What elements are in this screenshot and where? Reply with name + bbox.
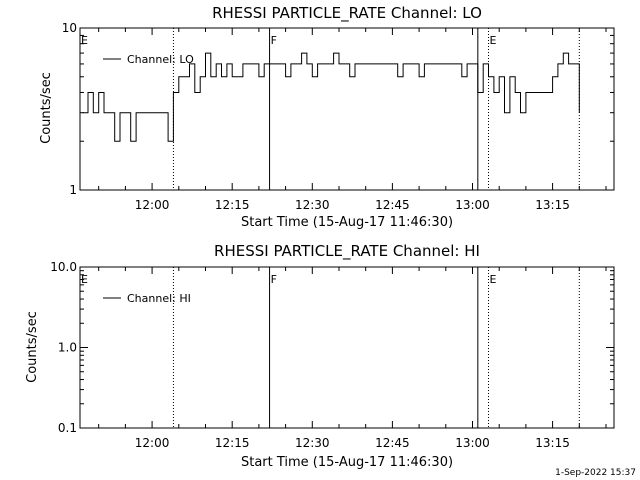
chart-lo: RHESSI PARTICLE_RATE Channel: LO Counts/… xyxy=(39,4,615,230)
x-tick-label-hi: 12:00 xyxy=(135,436,170,450)
x-tick-label-lo: 12:45 xyxy=(375,198,410,212)
x-tick-label-lo: 12:15 xyxy=(215,198,250,212)
x-tick-label-lo: 13:15 xyxy=(535,198,570,212)
chart-hi: RHESSI PARTICLE_RATE Channel: HI Counts/… xyxy=(25,242,615,470)
y-tick-label-hi: 1.0 xyxy=(58,341,77,355)
x-tick-label-hi: 13:00 xyxy=(455,436,490,450)
event-marker-label-hi: F xyxy=(271,273,277,286)
event-marker-label-lo: E xyxy=(81,34,88,47)
x-tick-label-hi: 12:15 xyxy=(215,436,250,450)
x-tick-label-hi: 12:30 xyxy=(295,436,330,450)
chart-title-lo: RHESSI PARTICLE_RATE Channel: LO xyxy=(212,4,482,23)
y-tick-label-lo: 10 xyxy=(62,21,77,35)
y-tick-label-hi: 0.1 xyxy=(58,421,77,435)
x-axis-label-lo: Start Time (15-Aug-17 11:46:30) xyxy=(241,215,453,230)
series-line-lo xyxy=(82,52,580,142)
legend-label-lo: Channel: LO xyxy=(127,53,194,66)
y-tick-label-hi: 10.0 xyxy=(50,260,77,274)
x-tick-label-hi: 12:45 xyxy=(375,436,410,450)
chart-title-hi: RHESSI PARTICLE_RATE Channel: HI xyxy=(214,242,480,261)
x-tick-label-hi: 13:15 xyxy=(535,436,570,450)
footer-date: 1-Sep-2022 15:37 xyxy=(555,468,636,478)
event-marker-label-hi: E xyxy=(490,273,497,286)
plot-frame-lo xyxy=(79,27,615,191)
legend-label-hi: Channel: HI xyxy=(127,292,191,305)
legend-lo: Channel: LO xyxy=(103,53,194,66)
x-axis-label-hi: Start Time (15-Aug-17 11:46:30) xyxy=(241,455,453,470)
x-tick-label-lo: 12:30 xyxy=(295,198,330,212)
y-axis-label-lo: Counts/sec xyxy=(39,72,54,144)
event-marker-label-lo: E xyxy=(490,34,497,47)
x-tick-label-lo: 13:00 xyxy=(455,198,490,212)
legend-hi: Channel: HI xyxy=(103,292,191,305)
y-axis-label-hi: Counts/sec xyxy=(25,311,40,383)
event-marker-label-lo: F xyxy=(271,34,277,47)
y-tick-label-lo: 1 xyxy=(69,183,77,197)
event-marker-label-hi: E xyxy=(81,273,88,286)
x-tick-label-lo: 12:00 xyxy=(135,198,170,212)
